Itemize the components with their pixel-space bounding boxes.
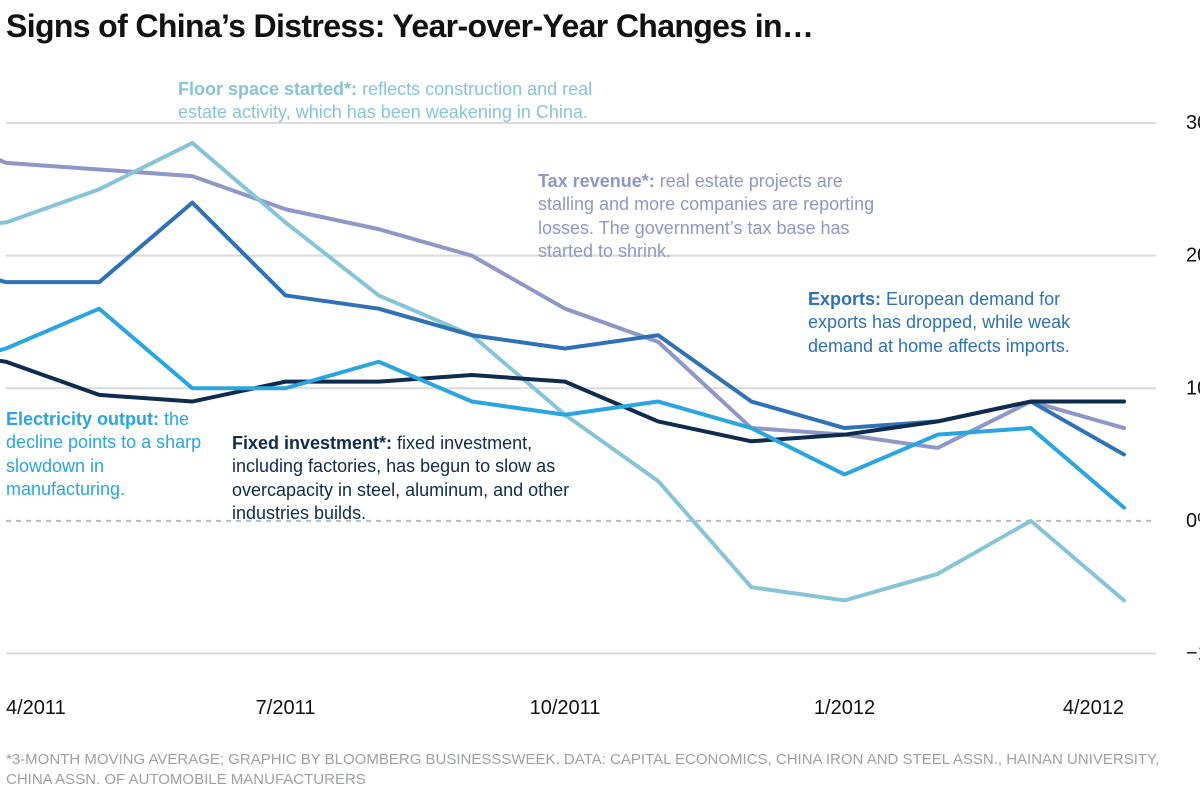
annotation-strong: Floor space started*: (178, 79, 357, 99)
chart-footnote: *3-month moving average; graphic by Bloo… (6, 750, 1180, 791)
annotation-strong: Tax revenue*: (538, 171, 655, 191)
annotation-fixed_investment: Fixed investment*: fixed investment, inc… (232, 432, 592, 526)
chart-container: Signs of China’s Distress: Year-over-Yea… (0, 0, 1200, 800)
y-tick-label: 0% (1186, 510, 1200, 532)
annotation-tax_revenue: Tax revenue*: real estate projects are s… (538, 170, 898, 264)
x-tick-label: 4/2012 (1063, 697, 1124, 719)
annotation-exports: Exports: European demand for exports has… (808, 288, 1098, 358)
annotation-strong: Fixed investment*: (232, 433, 392, 453)
x-tick-label: 1/2012 (814, 697, 875, 719)
y-tick-label: −10% (1186, 642, 1200, 664)
annotation-floor_space: Floor space started*: reflects construct… (178, 78, 608, 125)
series-tax_revenue (0, 83, 1124, 448)
annotation-strong: Electricity output: (6, 409, 159, 429)
annotation-electricity: Electricity output: the decline points t… (6, 408, 226, 502)
y-tick-label: 30% (1186, 112, 1200, 134)
x-tick-label: 10/2011 (530, 697, 601, 719)
y-tick-label: 10% (1186, 377, 1200, 399)
x-tick-label: 7/2011 (256, 697, 316, 719)
x-tick-label: 4/2011 (6, 697, 66, 719)
y-tick-label: 20% (1186, 245, 1200, 267)
annotation-strong: Exports: (808, 289, 881, 309)
